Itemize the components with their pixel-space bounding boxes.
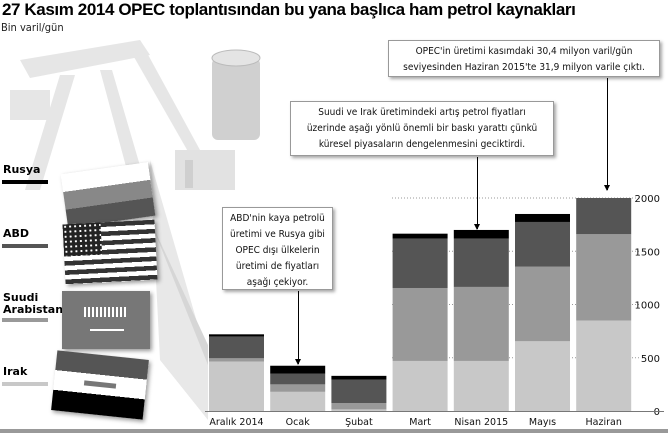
x-tick-label: Aralık 2014 [209, 417, 263, 428]
bar-segment-irak [392, 360, 448, 411]
bar-segment-abd [331, 379, 387, 404]
oil-barrel-icon [175, 49, 261, 190]
legend-swatch-suudi [2, 318, 48, 322]
bar-segment-abd [392, 238, 448, 288]
bottom-rule [0, 429, 668, 433]
legend-label-abd: ABD [3, 227, 30, 240]
annotation-usa-russia: ABD'nin kaya petrolü üretimi ve Rusya gi… [222, 207, 333, 290]
annotation-saudi-iraq: Suudi ve Irak üretimindeki artış petrol … [290, 101, 554, 156]
legend-swatch-rusya [2, 180, 48, 184]
annotation-opec: OPEC'in üretimi kasımdaki 30,4 milyon va… [388, 40, 660, 77]
x-tick-label: Nisan 2015 [454, 417, 508, 428]
bar-segment-suudi-arabistan [270, 384, 326, 392]
legend-label-rusya: Rusya [3, 163, 41, 176]
arrow-opec [604, 78, 610, 191]
chart-title: 27 Kasım 2014 OPEC toplantısından bu yan… [2, 0, 576, 19]
bar-segment-irak [453, 360, 509, 411]
x-tick-label: Mart [409, 417, 431, 428]
x-tick-label: Ocak [286, 417, 311, 428]
bar-segment-irak [515, 341, 570, 411]
bar-segment-abd [270, 373, 326, 385]
bar-segment-abd [576, 198, 632, 235]
bar-segment-irak [331, 409, 387, 411]
bar-segment-abd [453, 238, 509, 287]
legend-swatch-irak [2, 382, 48, 386]
bar-segment-rusya [392, 233, 448, 239]
bar-segment-suudi-arabistan [576, 234, 632, 321]
bar-segment-suudi-arabistan [453, 286, 509, 361]
legend-label-irak: Irak [3, 365, 28, 378]
bar-segment-irak [576, 320, 632, 411]
unit-label: Bin varil/gün [1, 21, 64, 34]
bar-segment-suudi-arabistan [331, 403, 387, 410]
bar-segment-suudi-arabistan [209, 358, 264, 362]
legend-label-suudi: Suudi Arabistan [3, 291, 64, 316]
bar-segment-irak [270, 391, 326, 411]
legend-swatch-abd [2, 244, 48, 248]
bar-segment-suudi-arabistan [515, 266, 570, 342]
arrow-saudi-iraq [474, 157, 480, 230]
bar-segment-rusya [270, 365, 326, 374]
bar-segment-rusya [453, 229, 509, 239]
x-tick-label: Mayıs [529, 417, 556, 428]
saudi-flag-icon [62, 291, 150, 349]
y-tick-label: 1000 [635, 301, 660, 312]
x-tick-label: Şubat [345, 417, 373, 428]
bar-segment-abd [209, 336, 264, 359]
bar-segment-suudi-arabistan [392, 287, 448, 361]
arrow-usa-russia [295, 291, 301, 365]
y-tick-label: 1500 [635, 247, 660, 258]
y-tick-label: 0 [654, 407, 660, 418]
bar-segment-rusya [331, 375, 387, 380]
y-tick-label: 2000 [635, 194, 660, 205]
y-tick-label: 500 [641, 354, 660, 365]
x-tick-label: Haziran [586, 417, 622, 428]
bar-segment-irak [209, 361, 264, 411]
bar-segment-abd [515, 221, 570, 267]
bar-segment-rusya [209, 334, 264, 337]
bar-segment-rusya [515, 213, 570, 222]
